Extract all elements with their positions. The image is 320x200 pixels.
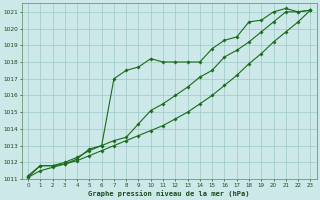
- X-axis label: Graphe pression niveau de la mer (hPa): Graphe pression niveau de la mer (hPa): [88, 190, 250, 197]
